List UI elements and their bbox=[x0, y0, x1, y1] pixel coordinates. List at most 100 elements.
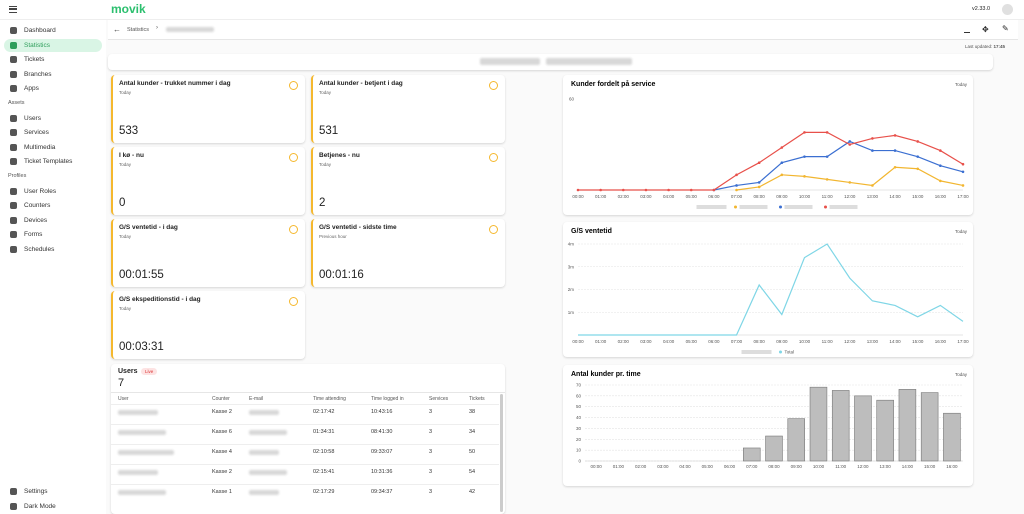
x-tick-label: 05:00 bbox=[686, 194, 698, 199]
nav-item[interactable]: Counters bbox=[4, 199, 102, 212]
kpi-title: Antal kunder - betjent i dag bbox=[319, 80, 403, 87]
nav-item[interactable]: Tickets bbox=[4, 53, 102, 66]
x-tick-label: 05:00 bbox=[702, 464, 714, 469]
table-cell: 50 bbox=[469, 449, 476, 455]
nav-icon bbox=[10, 129, 17, 137]
point bbox=[735, 188, 738, 192]
x-tick-label: 04:00 bbox=[663, 339, 675, 344]
point bbox=[780, 146, 784, 149]
kpi-card: Antal kunder - betjent i dag Today 531 bbox=[311, 75, 505, 143]
chevron: › bbox=[156, 25, 158, 31]
download-button[interactable] bbox=[964, 26, 970, 33]
point bbox=[780, 161, 784, 164]
series-line bbox=[736, 166, 964, 191]
nav-item[interactable]: Forms bbox=[4, 228, 102, 241]
bar bbox=[854, 395, 872, 462]
nav-item[interactable]: Dashboard bbox=[4, 24, 102, 37]
chart: G/S ventetid Today 1m 2m 3m 4m 00:00 01:00 02:00… bbox=[568, 228, 969, 355]
legend-placeholder bbox=[784, 205, 813, 209]
table-cell: Kasse 6 bbox=[212, 429, 232, 435]
branch-address bbox=[546, 58, 632, 65]
chart-period: Today bbox=[955, 229, 968, 234]
kpi-icon bbox=[489, 225, 498, 234]
nav-item[interactable]: Branches bbox=[4, 68, 102, 81]
x-tick-label: 06:00 bbox=[724, 464, 736, 469]
point bbox=[848, 181, 852, 184]
nav-icon bbox=[10, 231, 17, 239]
kpi-title: G/S ekspeditionstid - i dag bbox=[119, 296, 201, 303]
table-cell: 3 bbox=[429, 429, 433, 435]
nav-item[interactable]: User Roles bbox=[4, 185, 102, 198]
nav-icon bbox=[10, 158, 17, 166]
series-line bbox=[578, 131, 964, 191]
point bbox=[825, 155, 829, 158]
x-tick-label: 14:00 bbox=[902, 464, 914, 469]
x-tick-label: 17:00 bbox=[957, 339, 969, 344]
legend-marker bbox=[779, 350, 782, 354]
kpi-icon bbox=[489, 81, 498, 90]
move-button[interactable]: ✥ bbox=[982, 25, 989, 34]
point bbox=[916, 140, 920, 143]
kpi-value: 00:01:55 bbox=[119, 269, 164, 281]
nav-label: Branches bbox=[24, 70, 52, 78]
x-tick-label: 15:00 bbox=[924, 464, 936, 469]
kpi-value: 0 bbox=[119, 197, 126, 209]
table-cell: 02:17:29 bbox=[313, 489, 335, 495]
kpi-subtitle: Today bbox=[119, 90, 132, 95]
point bbox=[939, 164, 942, 168]
y-tick-label: 3m bbox=[568, 264, 575, 269]
kpi-card: G/S ekspeditionstid - i dag Today 00:03:31 bbox=[111, 291, 305, 359]
chart-card: G/S ventetid Today 1m 2m 3m 4m 00:00 01:00 02:00… bbox=[563, 222, 973, 357]
kpi-card: G/S ventetid - sidste time Previous hour 0… bbox=[311, 219, 505, 287]
avatar[interactable] bbox=[1002, 4, 1013, 15]
breadcrumb-bar: ← Statistics › ✥ ✎ bbox=[108, 20, 1018, 40]
nav-item[interactable]: Statistics bbox=[4, 38, 102, 52]
point bbox=[644, 188, 648, 192]
nav-item[interactable]: Services bbox=[4, 126, 102, 139]
nav-item[interactable]: Users bbox=[4, 112, 102, 125]
point bbox=[576, 188, 580, 192]
x-tick-label: 02:00 bbox=[618, 339, 630, 344]
kpi-value: 533 bbox=[119, 125, 139, 137]
point bbox=[848, 143, 852, 146]
nav-item[interactable]: Devices bbox=[4, 214, 102, 227]
edit-button[interactable]: ✎ bbox=[1002, 24, 1009, 33]
nav-label: Apps bbox=[24, 85, 39, 93]
y-tick-label: 20 bbox=[576, 437, 582, 442]
point bbox=[871, 184, 874, 187]
legend-label: Total bbox=[785, 350, 795, 355]
users-count: 7 bbox=[118, 377, 125, 389]
back-button[interactable]: ← bbox=[113, 25, 121, 34]
nav-item[interactable]: Dark Mode bbox=[4, 500, 102, 513]
x-tick-label: 13:00 bbox=[880, 464, 892, 469]
x-tick-label: 00:00 bbox=[572, 339, 584, 344]
table-cell: Kasse 1 bbox=[212, 489, 232, 495]
menu-button[interactable] bbox=[9, 6, 17, 13]
table-cell: 10:31:36 bbox=[371, 469, 393, 475]
last-updated: Last updated: 17:45 bbox=[965, 44, 1005, 49]
point bbox=[712, 188, 716, 192]
x-tick-label: 16:00 bbox=[935, 339, 947, 344]
nav-item[interactable]: Apps bbox=[4, 82, 102, 95]
nav-item[interactable]: Multimedia bbox=[4, 141, 102, 154]
table-cell: Kasse 2 bbox=[212, 409, 232, 415]
nav-item[interactable]: Schedules bbox=[4, 243, 102, 256]
nav-item[interactable]: Settings bbox=[4, 485, 102, 498]
row-rule bbox=[111, 484, 499, 485]
point bbox=[803, 175, 806, 178]
nav-icon bbox=[10, 246, 17, 253]
table-cell: 10:43:16 bbox=[371, 409, 393, 415]
x-tick-label: 03:00 bbox=[657, 464, 669, 469]
breadcrumb[interactable]: Statistics bbox=[127, 27, 150, 33]
x-tick-label: 01:00 bbox=[595, 339, 607, 344]
nav-label: Multimedia bbox=[24, 143, 56, 151]
kpi-title: G/S ventetid - sidste time bbox=[319, 224, 397, 231]
bar bbox=[876, 399, 894, 462]
point bbox=[689, 188, 693, 192]
nav-item[interactable]: Ticket Templates bbox=[4, 155, 102, 168]
table-cell: Kasse 4 bbox=[212, 449, 232, 455]
y-tick-label: 70 bbox=[576, 383, 582, 388]
user-name bbox=[118, 430, 166, 435]
table-cell: 54 bbox=[469, 469, 476, 475]
